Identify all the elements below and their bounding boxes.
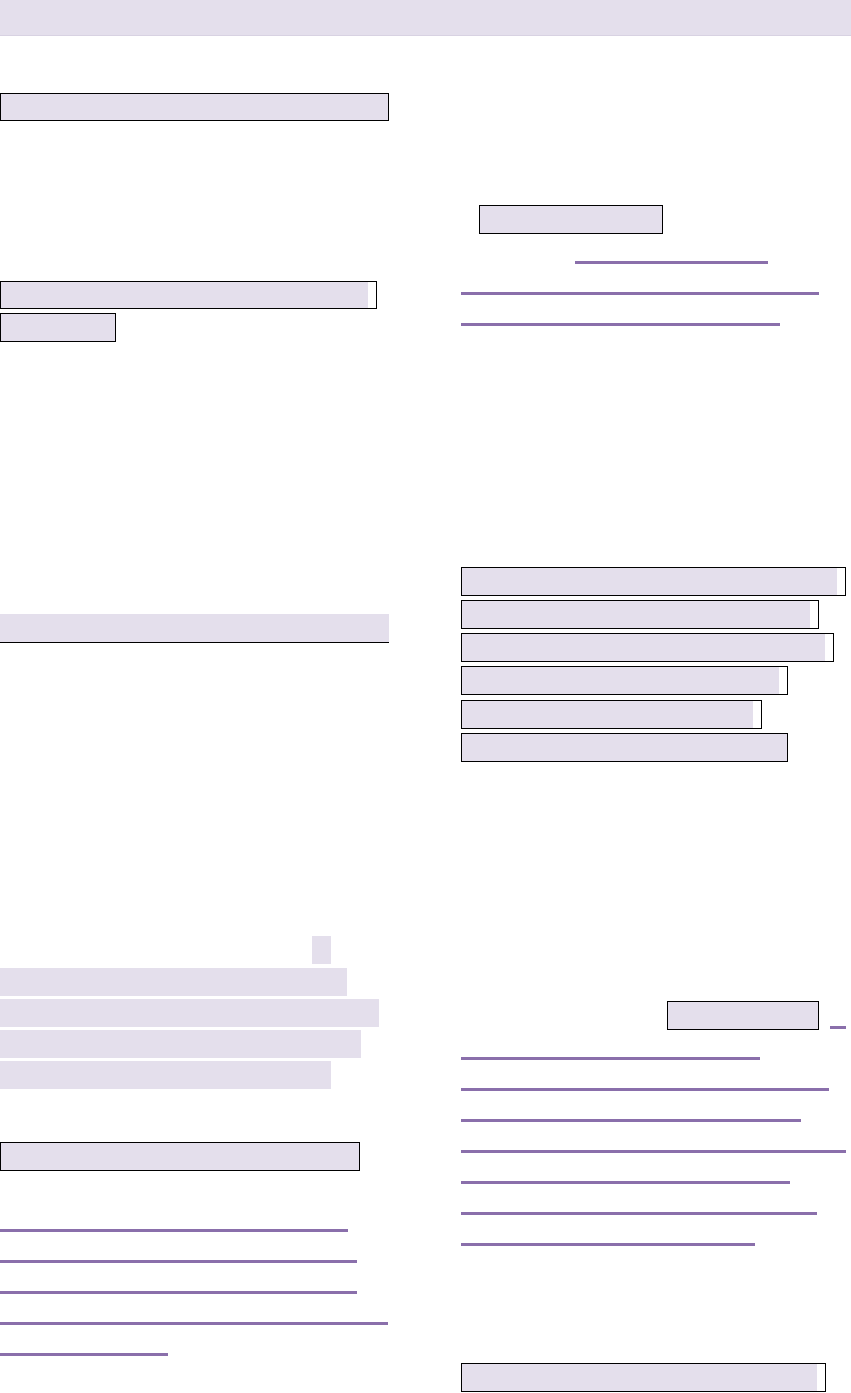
highlight [0, 1030, 361, 1058]
highlight [0, 999, 379, 1027]
highlight [0, 1061, 331, 1089]
heading-box [479, 205, 663, 234]
list-box [461, 633, 834, 662]
link[interactable] [461, 1243, 755, 1246]
link[interactable] [0, 1260, 357, 1263]
link[interactable] [0, 1229, 348, 1232]
heading-box [0, 313, 116, 342]
heading-box [0, 93, 389, 121]
link[interactable] [461, 1212, 817, 1215]
link[interactable] [0, 1353, 168, 1356]
link[interactable] [0, 1291, 357, 1294]
highlight [312, 936, 331, 964]
link[interactable] [0, 1322, 388, 1325]
link[interactable] [461, 1119, 801, 1122]
highlight [0, 968, 347, 996]
link[interactable] [461, 1181, 790, 1184]
link[interactable] [461, 1057, 760, 1060]
link[interactable] [830, 1026, 846, 1029]
link[interactable] [461, 1088, 829, 1091]
link[interactable] [461, 1150, 846, 1153]
list-box [461, 666, 788, 695]
heading-box [0, 1142, 360, 1171]
link[interactable] [575, 261, 768, 264]
link[interactable] [461, 292, 819, 295]
list-box [461, 567, 846, 596]
heading-box [667, 1001, 819, 1030]
list-box [461, 700, 762, 729]
heading-box [461, 1363, 826, 1392]
link[interactable] [461, 323, 780, 326]
heading-box [0, 281, 377, 309]
list-box [461, 733, 788, 762]
top-bar [0, 0, 851, 36]
section-header [0, 614, 389, 643]
list-box [461, 600, 819, 629]
